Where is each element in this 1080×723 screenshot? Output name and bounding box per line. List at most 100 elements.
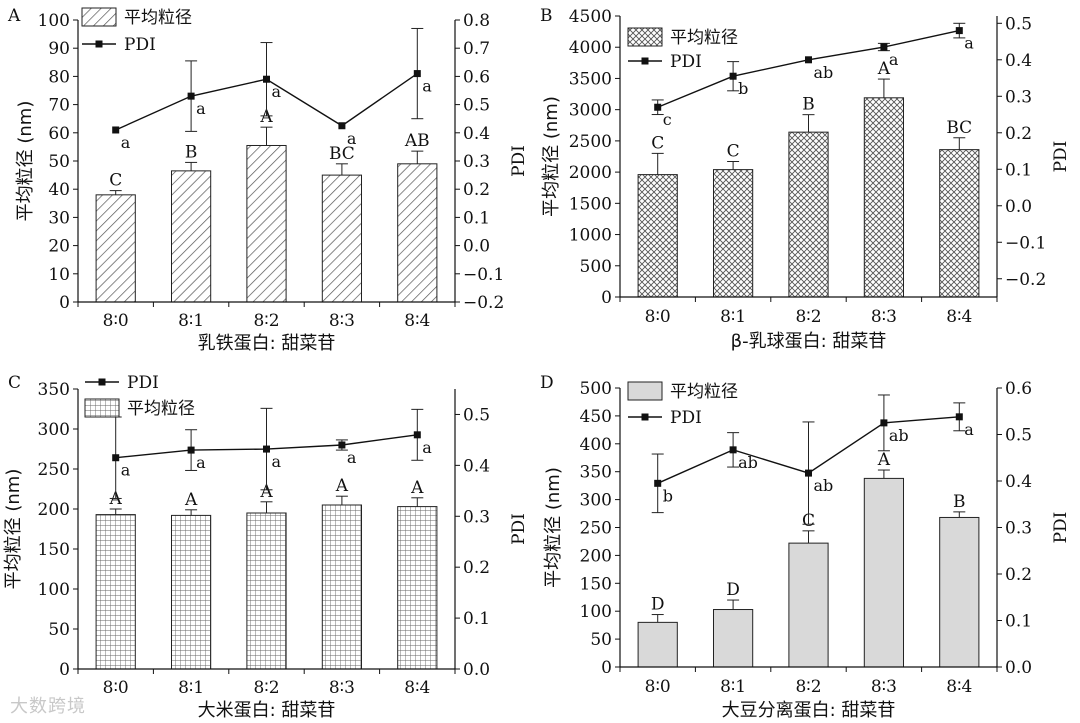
pdi-significance-label: a (196, 453, 206, 472)
x-tick-label: 8∶1 (178, 678, 204, 698)
chart-panel-c: C A A A A Aa a a a a 0 50 100 150 200 250 300 350 0.0 0.1 0.… (3, 373, 529, 721)
y2-tick-label: 0.3 (463, 152, 490, 172)
y-tick-label: 60 (48, 124, 70, 144)
legend-line-label: PDI (670, 408, 702, 428)
bar-significance-label: B (185, 142, 198, 162)
y-tick-label: 0 (601, 288, 612, 308)
x-tick-label: 8∶2 (253, 311, 279, 331)
y2-tick-label: 0.1 (463, 609, 490, 629)
bar (863, 477, 905, 668)
y-tick-label: 100 (580, 602, 612, 622)
y-tick-label: 1500 (569, 194, 612, 214)
y-tick-label: 100 (38, 580, 70, 600)
pdi-point (338, 441, 346, 449)
y2-tick-label: 0.3 (1005, 87, 1032, 107)
x-tick-label: 8∶4 (946, 677, 972, 697)
y2-tick-label: 0.5 (463, 96, 490, 116)
bar (939, 516, 980, 668)
bar (863, 97, 905, 298)
pdi-significance-label: ab (814, 476, 834, 495)
y-axis-title: 平均粒径 (nm) (541, 96, 562, 217)
y2-tick-label: 0.5 (1005, 14, 1032, 34)
bar (95, 514, 136, 670)
y2-tick-label: 0.1 (463, 208, 490, 228)
y-tick-label: 250 (580, 519, 612, 539)
bar-significance-label: B (802, 95, 815, 115)
pdi-point (880, 43, 888, 51)
y2-tick-label: 0.0 (463, 237, 490, 257)
y2-tick-label: 0.5 (1005, 426, 1032, 446)
legend-bar-swatch (627, 381, 663, 401)
y2-tick-label: 0.3 (1005, 519, 1032, 539)
y-axis-title: 平均粒径 (nm) (3, 469, 24, 590)
x-tick-label: 8∶0 (103, 311, 129, 331)
pdi-point (263, 75, 270, 83)
y-tick-label: 3500 (569, 69, 612, 89)
y-tick-label: 300 (580, 491, 612, 511)
pdi-significance-label: a (964, 420, 974, 439)
pdi-point (955, 27, 963, 35)
bar-significance-label: D (651, 595, 665, 615)
pdi-point (187, 92, 195, 100)
pdi-point (805, 56, 812, 64)
x-tick-label: 8∶0 (103, 678, 129, 698)
pdi-point (654, 103, 662, 111)
y-tick-label: 2000 (569, 163, 612, 183)
pdi-point (805, 469, 812, 477)
y-tick-label: 500 (580, 379, 612, 399)
y2-axis-title: PDI (509, 145, 529, 177)
pdi-point (729, 446, 737, 454)
y2-tick-label: 0.4 (463, 456, 490, 476)
panel-label: A (7, 6, 21, 26)
chart-panel-b: BC CBABCcbabaa050010001500200025003000350… (540, 6, 1071, 352)
legend-line-marker (641, 413, 649, 421)
pdi-point (187, 446, 195, 454)
bar (246, 144, 287, 303)
y-axis-title: 平均粒径 (nm) (15, 101, 36, 222)
y-tick-label: 350 (580, 463, 612, 483)
bar (246, 512, 287, 670)
bar (637, 621, 678, 668)
pdi-significance-label: ab (814, 63, 834, 82)
y-tick-label: 80 (48, 67, 70, 87)
legend-bar-label: 平均粒径 (127, 399, 195, 419)
y2-tick-label: 0.3 (463, 507, 490, 527)
y-tick-label: 150 (38, 540, 70, 560)
y-tick-label: 500 (580, 257, 612, 277)
x-axis-title: β-乳球蛋白: 甜菜苷 (731, 331, 887, 352)
y-tick-label: 300 (38, 420, 70, 440)
y2-tick-label: −0.2 (1005, 270, 1046, 290)
pdi-significance-label: a (422, 438, 432, 457)
pdi-point (654, 479, 662, 487)
x-tick-label: 8∶1 (720, 307, 746, 327)
y-tick-label: 450 (580, 407, 612, 427)
y-tick-label: 20 (48, 237, 70, 257)
bar (170, 170, 212, 303)
bar-significance-label: BC (946, 118, 972, 138)
bar (321, 504, 363, 670)
y-tick-label: 400 (580, 435, 612, 455)
y-tick-label: 0 (59, 660, 70, 680)
legend-line-label: PDI (124, 35, 156, 55)
y-tick-label: 2500 (569, 132, 612, 152)
x-tick-label: 8∶4 (946, 307, 972, 327)
y2-tick-label: 0.8 (463, 11, 490, 31)
pdi-point (955, 413, 963, 421)
y-tick-label: 70 (48, 96, 70, 116)
y-tick-label: 50 (48, 152, 70, 172)
y2-tick-label: 0.1 (1005, 160, 1032, 180)
pdi-significance-label: a (347, 448, 357, 467)
pdi-point (413, 431, 421, 439)
legend-bar-label: 平均粒径 (670, 28, 738, 48)
bar-significance-label: A (259, 482, 273, 502)
y2-tick-label: 0.4 (463, 124, 490, 144)
y-tick-label: 4500 (569, 7, 612, 27)
pdi-significance-label: a (422, 77, 432, 96)
bar (712, 609, 754, 668)
y2-tick-label: 0.6 (463, 67, 490, 87)
y-tick-label: 4000 (569, 38, 612, 58)
bar-significance-label: C (109, 171, 122, 191)
y2-axis-title: PDI (1051, 512, 1071, 544)
